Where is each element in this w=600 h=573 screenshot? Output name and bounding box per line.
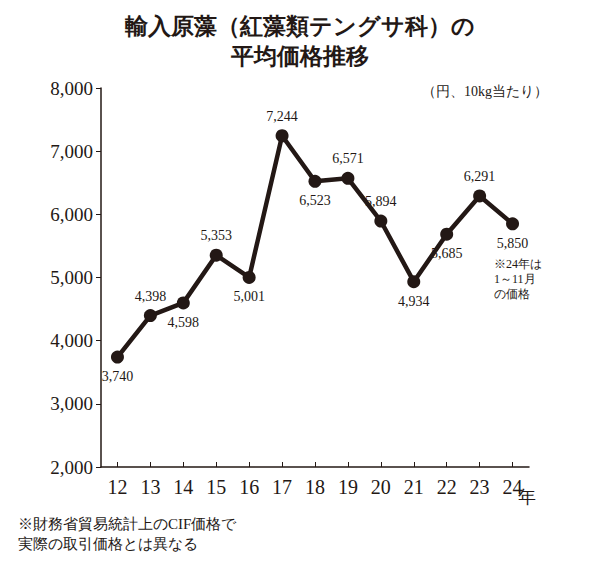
svg-text:の価格: の価格 xyxy=(494,287,530,301)
svg-text:5,850: 5,850 xyxy=(497,236,529,251)
svg-text:17: 17 xyxy=(272,476,292,498)
svg-text:5,685: 5,685 xyxy=(431,246,463,261)
svg-text:4,000: 4,000 xyxy=(50,330,93,351)
svg-text:年: 年 xyxy=(518,487,536,507)
svg-text:1～11月: 1～11月 xyxy=(494,272,536,286)
svg-text:19: 19 xyxy=(338,476,358,498)
svg-text:平均価格推移: 平均価格推移 xyxy=(230,43,369,69)
svg-text:5,353: 5,353 xyxy=(200,228,232,243)
svg-text:16: 16 xyxy=(239,476,259,498)
svg-text:6,291: 6,291 xyxy=(464,169,496,184)
svg-text:13: 13 xyxy=(140,476,160,498)
svg-text:※財務省貿易統計上のCIF価格で: ※財務省貿易統計上のCIF価格で xyxy=(18,516,237,532)
svg-text:7,000: 7,000 xyxy=(50,141,93,162)
svg-text:※24年は: ※24年は xyxy=(494,257,542,271)
svg-text:8,000: 8,000 xyxy=(50,78,93,99)
svg-text:5,000: 5,000 xyxy=(50,267,93,288)
svg-text:6,571: 6,571 xyxy=(332,151,364,166)
svg-text:2,000: 2,000 xyxy=(50,457,93,478)
svg-text:4,934: 4,934 xyxy=(398,294,430,309)
svg-text:輸入原藻（紅藻類テングサ科）の: 輸入原藻（紅藻類テングサ科）の xyxy=(124,13,475,39)
svg-text:3,740: 3,740 xyxy=(102,369,134,384)
svg-text:6,000: 6,000 xyxy=(50,204,93,225)
svg-text:7,244: 7,244 xyxy=(266,109,298,124)
svg-text:実際の取引価格とは異なる: 実際の取引価格とは異なる xyxy=(18,536,198,552)
svg-text:18: 18 xyxy=(305,476,325,498)
svg-text:12: 12 xyxy=(107,476,127,498)
svg-text:21: 21 xyxy=(404,476,424,498)
svg-text:23: 23 xyxy=(470,476,490,498)
svg-text:15: 15 xyxy=(206,476,226,498)
svg-text:3,000: 3,000 xyxy=(50,393,93,414)
svg-text:24: 24 xyxy=(503,476,523,498)
svg-text:22: 22 xyxy=(437,476,457,498)
svg-text:（円、10kg当たり）: （円、10kg当たり） xyxy=(422,84,548,99)
svg-text:4,598: 4,598 xyxy=(168,315,200,330)
svg-text:20: 20 xyxy=(371,476,391,498)
svg-text:6,523: 6,523 xyxy=(299,193,331,208)
svg-text:4,398: 4,398 xyxy=(135,289,167,304)
svg-text:14: 14 xyxy=(173,476,193,498)
svg-text:5,001: 5,001 xyxy=(233,289,265,304)
svg-text:5,894: 5,894 xyxy=(365,194,397,209)
